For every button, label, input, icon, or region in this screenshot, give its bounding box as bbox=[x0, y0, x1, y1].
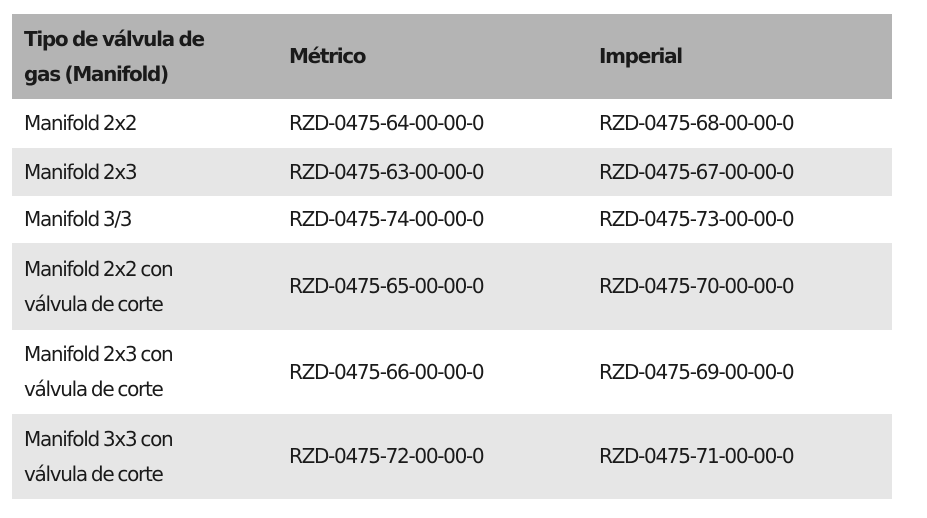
table-cell: Manifold 2x2 bbox=[12, 99, 277, 148]
table-cell: RZD-0475-74-00-00-0 bbox=[277, 196, 587, 243]
table-cell: Manifold 3/3 bbox=[12, 196, 277, 243]
table-body: Manifold 2x2 RZD-0475-64-00-00-0 RZD-0475-… bbox=[12, 99, 892, 499]
table-cell: RZD-0475-66-00-00-0 bbox=[277, 330, 587, 414]
parts-table: Tipo de válvula de gas (Manifold) Métrico… bbox=[12, 14, 892, 499]
table-cell: RZD-0475-70-00-00-0 bbox=[587, 243, 892, 330]
table-row: Manifold 2x2 con válvula de corte RZD-047… bbox=[12, 243, 892, 330]
table-cell: RZD-0475-72-00-00-0 bbox=[277, 414, 587, 499]
table-cell: RZD-0475-63-00-00-0 bbox=[277, 148, 587, 196]
table-row: Manifold 3x3 con válvula de corte RZD-047… bbox=[12, 414, 892, 499]
table-row: Manifold 2x3 RZD-0475-63-00-00-0 RZD-0475-… bbox=[12, 148, 892, 196]
header-cell: Imperial bbox=[587, 14, 892, 99]
table-cell: Manifold 2x3 con válvula de corte bbox=[12, 330, 277, 414]
header-cell: Tipo de válvula de gas (Manifold) bbox=[12, 14, 277, 99]
table-cell: RZD-0475-73-00-00-0 bbox=[587, 196, 892, 243]
table-cell: RZD-0475-65-00-00-0 bbox=[277, 243, 587, 330]
table-header: Tipo de válvula de gas (Manifold) Métrico… bbox=[12, 14, 892, 99]
table-cell: Manifold 2x3 bbox=[12, 148, 277, 196]
table-cell: Manifold 3x3 con válvula de corte bbox=[12, 414, 277, 499]
table-cell: RZD-0475-67-00-00-0 bbox=[587, 148, 892, 196]
table-cell: RZD-0475-69-00-00-0 bbox=[587, 330, 892, 414]
table-cell: RZD-0475-68-00-00-0 bbox=[587, 99, 892, 148]
table-row: Manifold 2x3 con válvula de corte RZD-047… bbox=[12, 330, 892, 414]
table-row: Manifold 2x2 RZD-0475-64-00-00-0 RZD-0475-… bbox=[12, 99, 892, 148]
header-row: Tipo de válvula de gas (Manifold) Métrico… bbox=[12, 14, 892, 99]
table-cell: RZD-0475-64-00-00-0 bbox=[277, 99, 587, 148]
header-cell: Métrico bbox=[277, 14, 587, 99]
table-cell: Manifold 2x2 con válvula de corte bbox=[12, 243, 277, 330]
table-row: Manifold 3/3 RZD-0475-74-00-00-0 RZD-0475-… bbox=[12, 196, 892, 243]
table-cell: RZD-0475-71-00-00-0 bbox=[587, 414, 892, 499]
